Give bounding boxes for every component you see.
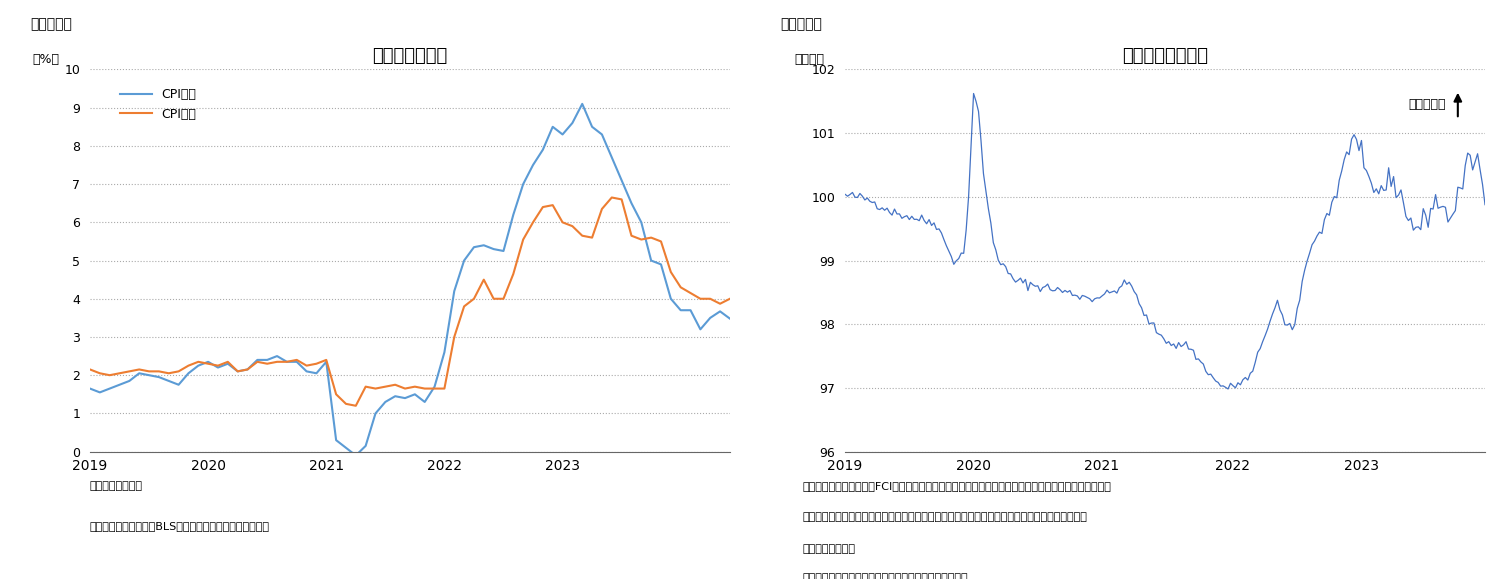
CPI総合	[573, 100, 591, 107]
CPIコア	[238, 366, 256, 373]
Line: CPIコア: CPIコア	[90, 197, 730, 406]
Text: （注）前年同月比: （注）前年同月比	[90, 481, 142, 490]
CPI総合	[130, 370, 148, 377]
CPI総合	[376, 398, 394, 405]
CPIコア	[592, 206, 610, 212]
CPIコア	[366, 385, 384, 392]
CPIコア	[603, 194, 621, 201]
Text: 測定する指数: 測定する指数	[802, 544, 855, 554]
CPI総合	[81, 385, 99, 392]
Text: （指数）: （指数）	[794, 53, 824, 65]
Title: 米国金融環境指数: 米国金融環境指数	[1122, 47, 1208, 65]
Text: 信用スプレッド、為替、金利など一連の市場指標に基づいて金融変数の実体経済への影響を: 信用スプレッド、為替、金利など一連の市場指標に基づいて金融変数の実体経済への影響…	[802, 512, 1088, 522]
Text: （%）: （%）	[33, 53, 60, 65]
CPIコア	[130, 366, 148, 373]
Text: （資料）労働統計局（BLS）よりニッセイ基礎研究所作成: （資料）労働統計局（BLS）よりニッセイ基礎研究所作成	[90, 521, 270, 531]
CPI総合	[603, 154, 621, 161]
Title: 消費者物価指数: 消費者物価指数	[372, 47, 447, 65]
CPI総合	[278, 358, 296, 365]
Text: （図表５）: （図表５）	[30, 17, 72, 31]
CPI総合	[238, 366, 256, 373]
CPI総合	[346, 452, 364, 459]
Text: （資料）ブルームバーグよりニッセイ基礎研究所作成。: （資料）ブルームバーグよりニッセイ基礎研究所作成。	[802, 573, 968, 579]
Text: （図表６）: （図表６）	[780, 17, 822, 31]
Line: CPI総合: CPI総合	[90, 104, 730, 456]
CPI総合	[722, 315, 740, 322]
CPIコア	[722, 295, 740, 302]
CPIコア	[376, 383, 394, 390]
Text: （注）金融環境指数は（FCI）はゴールドマン・サックス・グローバル投資調査部が産出する、株式、: （注）金融環境指数は（FCI）はゴールドマン・サックス・グローバル投資調査部が産…	[802, 481, 1112, 490]
Legend: CPI総合, CPIコア: CPI総合, CPIコア	[116, 83, 201, 126]
CPI総合	[366, 410, 384, 417]
Text: 引き締まり: 引き締まり	[1408, 98, 1446, 111]
CPIコア	[278, 358, 296, 365]
CPIコア	[346, 402, 364, 409]
CPIコア	[81, 366, 99, 373]
